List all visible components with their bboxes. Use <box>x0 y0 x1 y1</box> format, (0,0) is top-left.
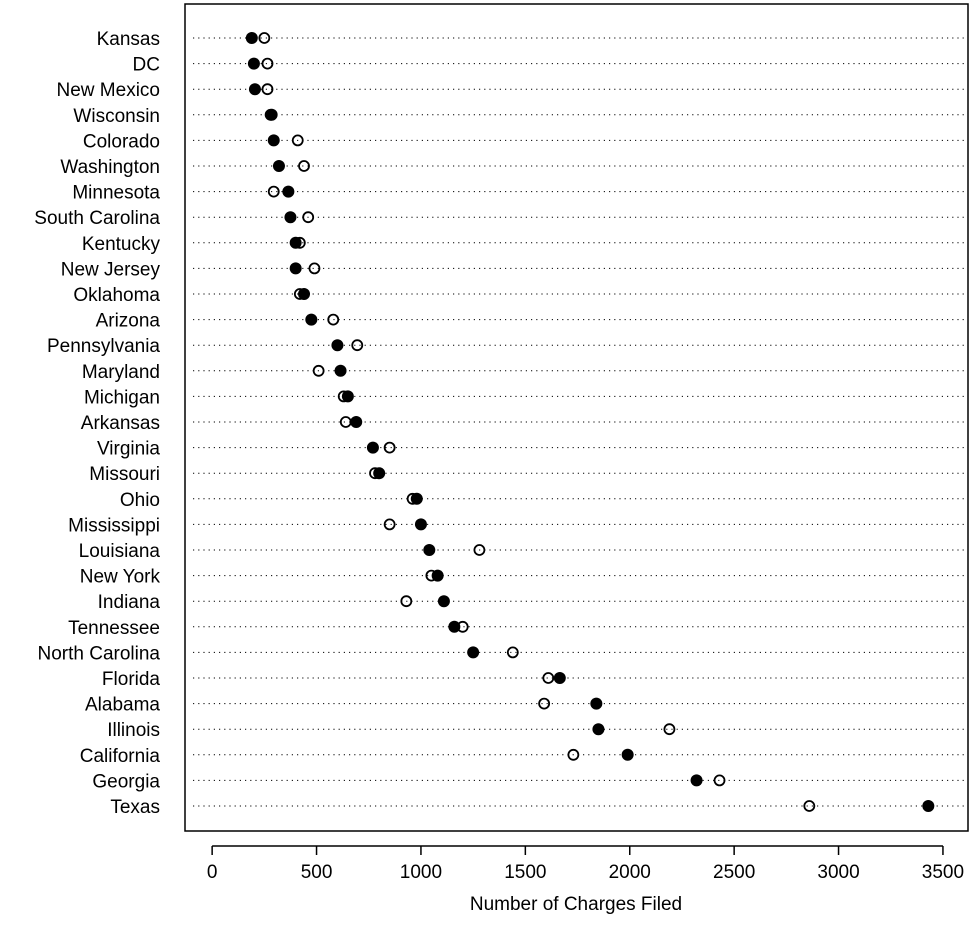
filled-point <box>282 185 295 198</box>
open-point <box>538 697 551 710</box>
open-point <box>351 339 364 352</box>
filled-point <box>553 672 566 684</box>
filled-point <box>366 441 379 454</box>
x-tick-label: 0 <box>207 862 218 883</box>
open-point <box>298 160 310 172</box>
filled-point <box>592 723 605 736</box>
category-label: Oklahoma <box>73 285 160 306</box>
category-label: Michigan <box>84 387 160 408</box>
x-tick-label: 500 <box>301 862 333 883</box>
filled-point <box>305 313 318 326</box>
filled-point <box>922 800 935 812</box>
open-point <box>308 262 321 275</box>
filled-point <box>265 108 278 121</box>
open-point <box>267 185 280 198</box>
category-label: Colorado <box>83 131 160 152</box>
category-label: Arkansas <box>81 413 160 434</box>
category-label: Washington <box>60 157 160 178</box>
category-label: California <box>80 746 161 767</box>
x-axis: 0 500 1000 1500 2000 2500 3000 3500 <box>207 845 964 883</box>
filled-point <box>621 748 634 761</box>
x-tick-label: 3500 <box>922 862 964 883</box>
category-label: Florida <box>102 669 161 690</box>
open-point <box>327 313 340 326</box>
category-label: Louisiana <box>79 541 161 562</box>
category-label: Kentucky <box>82 234 161 255</box>
filled-point <box>267 134 280 147</box>
filled-point <box>289 262 302 275</box>
filled-point <box>431 569 444 582</box>
category-label: Wisconsin <box>73 106 160 127</box>
category-label: Mississippi <box>68 515 160 536</box>
open-point <box>542 672 555 684</box>
row-grid-lines <box>193 37 964 807</box>
x-tick-label: 3000 <box>817 862 859 883</box>
open-point <box>312 364 325 377</box>
x-tick-label: 1500 <box>504 862 546 883</box>
filled-point <box>414 518 427 531</box>
category-label: Arizona <box>96 311 161 332</box>
filled-point <box>448 620 461 633</box>
category-label: Illinois <box>107 720 160 741</box>
open-point <box>302 211 315 224</box>
open-point <box>383 518 396 531</box>
category-label: Virginia <box>97 439 160 460</box>
filled-point <box>423 544 436 556</box>
filled-point <box>245 32 258 44</box>
x-tick-label: 2000 <box>609 862 651 883</box>
category-label: Texas <box>110 797 160 818</box>
filled-point <box>373 467 386 480</box>
filled-point <box>272 160 285 172</box>
filled-point <box>341 390 354 403</box>
open-point <box>567 748 580 761</box>
filled-point <box>690 774 703 787</box>
category-label: Pennsylvania <box>47 336 160 357</box>
open-point <box>663 723 676 736</box>
state-labels: Kansas DC New Mexico Wisconsin Colorado Washi… <box>34 29 160 818</box>
category-label: Georgia <box>92 771 160 792</box>
category-label: North Carolina <box>38 643 161 664</box>
open-point <box>506 646 519 659</box>
plot-frame <box>184 3 969 832</box>
category-label: Tennessee <box>68 618 160 639</box>
open-point <box>803 800 816 812</box>
filled-point <box>437 595 450 608</box>
filled-point <box>247 57 260 70</box>
open-point <box>291 134 304 147</box>
open-point <box>400 595 413 608</box>
filled-point <box>289 236 302 249</box>
category-label: New Jersey <box>61 259 161 280</box>
category-label: South Carolina <box>34 208 160 229</box>
filled-point <box>331 339 344 352</box>
filled-point <box>334 364 347 377</box>
category-label: Indiana <box>98 592 161 613</box>
category-label: Ohio <box>120 490 160 511</box>
open-point <box>383 441 396 454</box>
filled-point <box>298 288 311 300</box>
filled-points <box>245 32 935 812</box>
filled-point <box>410 492 423 505</box>
open-point <box>473 544 486 556</box>
filled-point <box>590 697 603 710</box>
filled-point <box>467 646 480 659</box>
category-label: Minnesota <box>72 183 160 204</box>
open-point <box>713 774 726 787</box>
category-label: Kansas <box>97 29 160 50</box>
filled-point <box>350 416 363 428</box>
filled-point <box>284 211 297 224</box>
filled-point <box>248 83 261 96</box>
x-tick-label: 2500 <box>713 862 755 883</box>
open-point <box>258 32 271 44</box>
category-label: Alabama <box>85 695 160 716</box>
x-axis-title: Number of Charges Filed <box>470 894 682 915</box>
category-label: DC <box>133 55 160 76</box>
x-tick-label: 1000 <box>400 862 442 883</box>
category-label: New Mexico <box>57 80 160 101</box>
category-label: New York <box>80 567 161 588</box>
category-label: Missouri <box>89 464 160 485</box>
open-point <box>261 57 274 70</box>
open-point <box>261 83 274 96</box>
category-label: Maryland <box>82 362 160 383</box>
